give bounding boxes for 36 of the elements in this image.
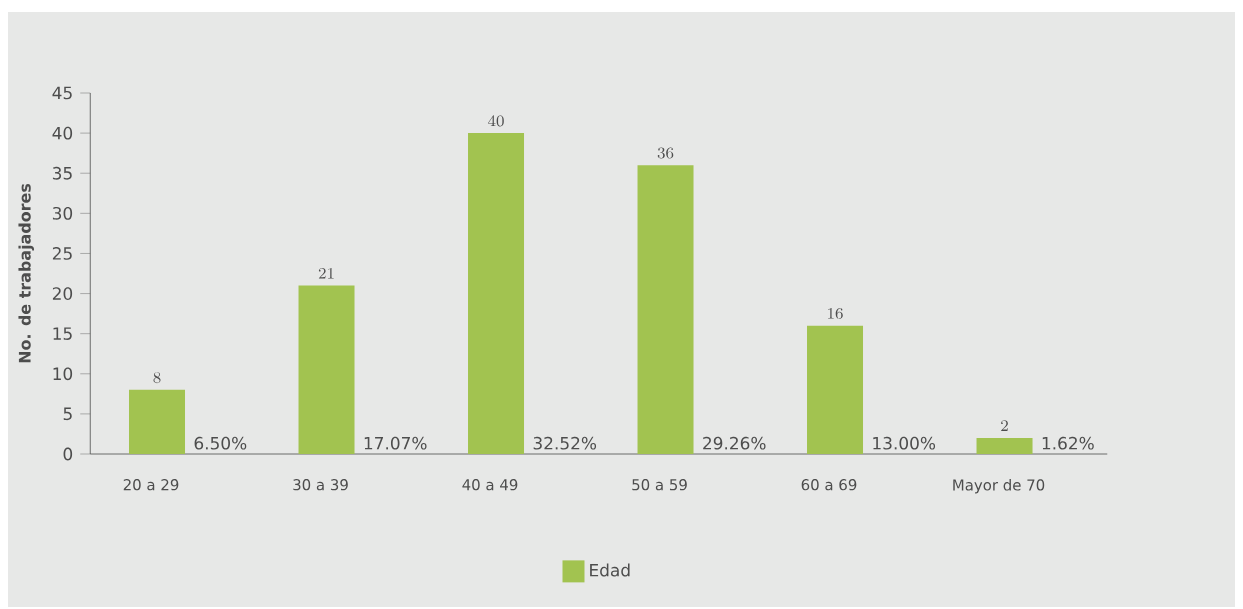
data-label: 40: [488, 115, 504, 127]
legend-label: Edad: [590, 563, 630, 577]
y-tick-label: 5: [63, 407, 72, 421]
annotation: 29.26%: [703, 436, 766, 450]
data-label: 36: [657, 147, 674, 159]
y-tick-label: 30: [52, 206, 73, 220]
x-tick-label: 20 a 29: [123, 479, 179, 491]
y-tick-label: 40: [52, 126, 73, 140]
x-tick-label: 60 a 69: [801, 479, 857, 491]
annotation: 1.62%: [1042, 436, 1094, 450]
x-tick-label: 50 a 59: [632, 479, 687, 491]
annotation: 6.50%: [194, 436, 247, 450]
y-tick-label: 20: [52, 287, 73, 300]
bar: [468, 133, 525, 454]
data-label: 16: [828, 308, 843, 319]
data-label: 21: [318, 267, 334, 279]
bar: [637, 165, 694, 454]
bar: [129, 389, 186, 454]
data-label: 2: [1001, 420, 1008, 431]
x-tick-label: 40 a 49: [462, 479, 518, 491]
y-tick-label: 10: [53, 367, 73, 381]
y-tick-label: 35: [52, 166, 72, 180]
y-tick-label: 15: [53, 327, 72, 340]
x-tick-label: Mayor de 70: [953, 479, 1045, 494]
x-tick-label: 30 a 39: [293, 479, 348, 491]
bar: [298, 285, 355, 454]
data-label: 8: [153, 372, 161, 384]
y-tick-label: 0: [63, 447, 73, 461]
annotation: 17.07%: [364, 436, 427, 450]
y-tick-label: 25: [52, 247, 72, 260]
y-tick-label: 45: [52, 86, 72, 100]
bar: [807, 325, 864, 454]
annotation: 32.52%: [533, 436, 597, 450]
bar: [976, 437, 1033, 454]
y-axis-title: No. de trabajadores: [18, 183, 34, 363]
annotation: 13.00%: [873, 436, 936, 450]
